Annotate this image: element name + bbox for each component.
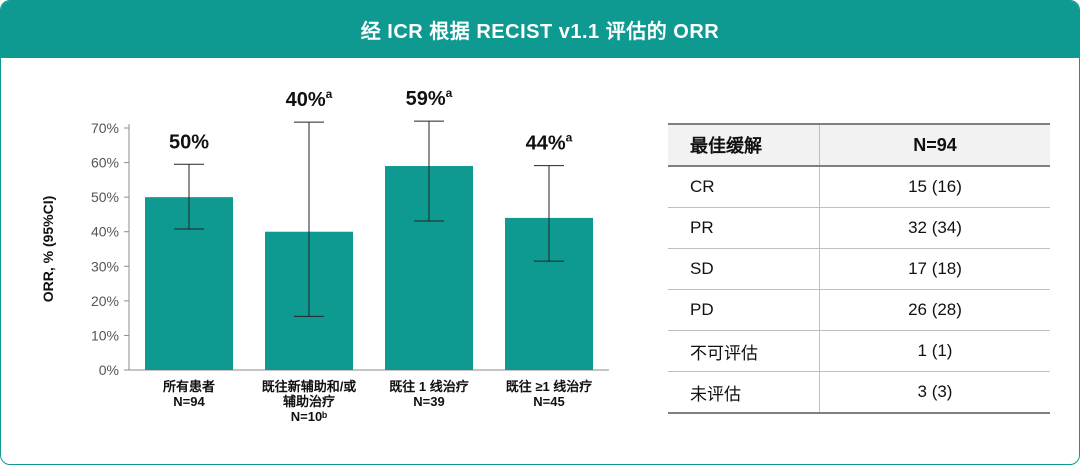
response-category-cell: CR	[668, 166, 820, 208]
orr-bar-chart: ORR, % (95%CI) 0% 10% 20% 30% 40% 50% 60% 70% 50%…	[40, 86, 609, 424]
card-title: 经 ICR 根据 RECIST v1.1 评估的 ORR	[360, 21, 720, 43]
x-category-label: 既往 ≥1 线治疗	[506, 379, 593, 394]
x-category-label: N=45	[533, 394, 564, 409]
x-category-label: 辅助治疗	[283, 394, 335, 409]
response-count-cell: 3 (3)	[819, 371, 1050, 414]
x-category-label: 既往 1 线治疗	[389, 379, 468, 394]
y-tick-label: 30%	[91, 258, 119, 274]
x-category-label: N=10ᵇ	[291, 409, 328, 424]
response-count-cell: 1 (1)	[819, 330, 1050, 372]
response-count-cell: 26 (28)	[819, 289, 1050, 331]
table-header-row: 最佳缓解 N=94	[668, 123, 1050, 167]
response-category-cell: 未评估	[668, 371, 820, 414]
data-label: 40%a	[286, 87, 333, 111]
response-count-cell: 17 (18)	[819, 248, 1050, 290]
orr-bar-chart-panel: ORR, % (95%CI) 0% 10% 20% 30% 40% 50% 60% 70% 50%…	[31, 81, 621, 443]
y-tick-label: 0%	[99, 362, 119, 378]
data-label: 50%	[169, 131, 209, 153]
table-row: CR 15 (16)	[668, 166, 1050, 208]
table-row: 未评估 3 (3)	[668, 371, 1050, 414]
response-category-cell: PD	[668, 289, 820, 331]
table-row: PR 32 (34)	[668, 207, 1050, 249]
best-response-table: 最佳缓解 N=94 CR 15 (16) PR 32 (34) SD 17 (18) PD 2…	[668, 123, 1050, 414]
table-row: SD 17 (18)	[668, 248, 1050, 290]
table-header-response: 最佳缓解	[668, 123, 820, 167]
card-header: 经 ICR 根据 RECIST v1.1 评估的 ORR	[1, 1, 1079, 58]
y-tick-label: 60%	[91, 155, 119, 171]
x-category-label: N=39	[413, 394, 444, 409]
response-category-cell: SD	[668, 248, 820, 290]
data-label: 59%a	[406, 86, 453, 110]
y-tick-label: 50%	[91, 189, 119, 205]
table-row: 不可评估 1 (1)	[668, 330, 1050, 372]
response-count-cell: 32 (34)	[819, 207, 1050, 249]
data-label-footnote: a	[446, 86, 453, 100]
x-category-label: 既往新辅助和/或	[262, 379, 357, 394]
y-tick-label: 20%	[91, 293, 119, 309]
data-label-footnote: a	[326, 87, 333, 101]
y-tick-label: 70%	[91, 120, 119, 136]
response-count-cell: 15 (16)	[819, 166, 1050, 208]
data-label-footnote: a	[566, 131, 573, 145]
y-tick-label: 10%	[91, 327, 119, 343]
data-label: 44%a	[526, 131, 573, 155]
y-tick-label: 40%	[91, 224, 119, 240]
response-category-cell: 不可评估	[668, 330, 820, 372]
table-header-n: N=94	[819, 123, 1050, 167]
x-category-label: N=94	[173, 394, 205, 409]
response-category-cell: PR	[668, 207, 820, 249]
table-row: PD 26 (28)	[668, 289, 1050, 331]
x-category-label: 所有患者	[163, 379, 215, 394]
y-axis-title: ORR, % (95%CI)	[40, 196, 56, 303]
